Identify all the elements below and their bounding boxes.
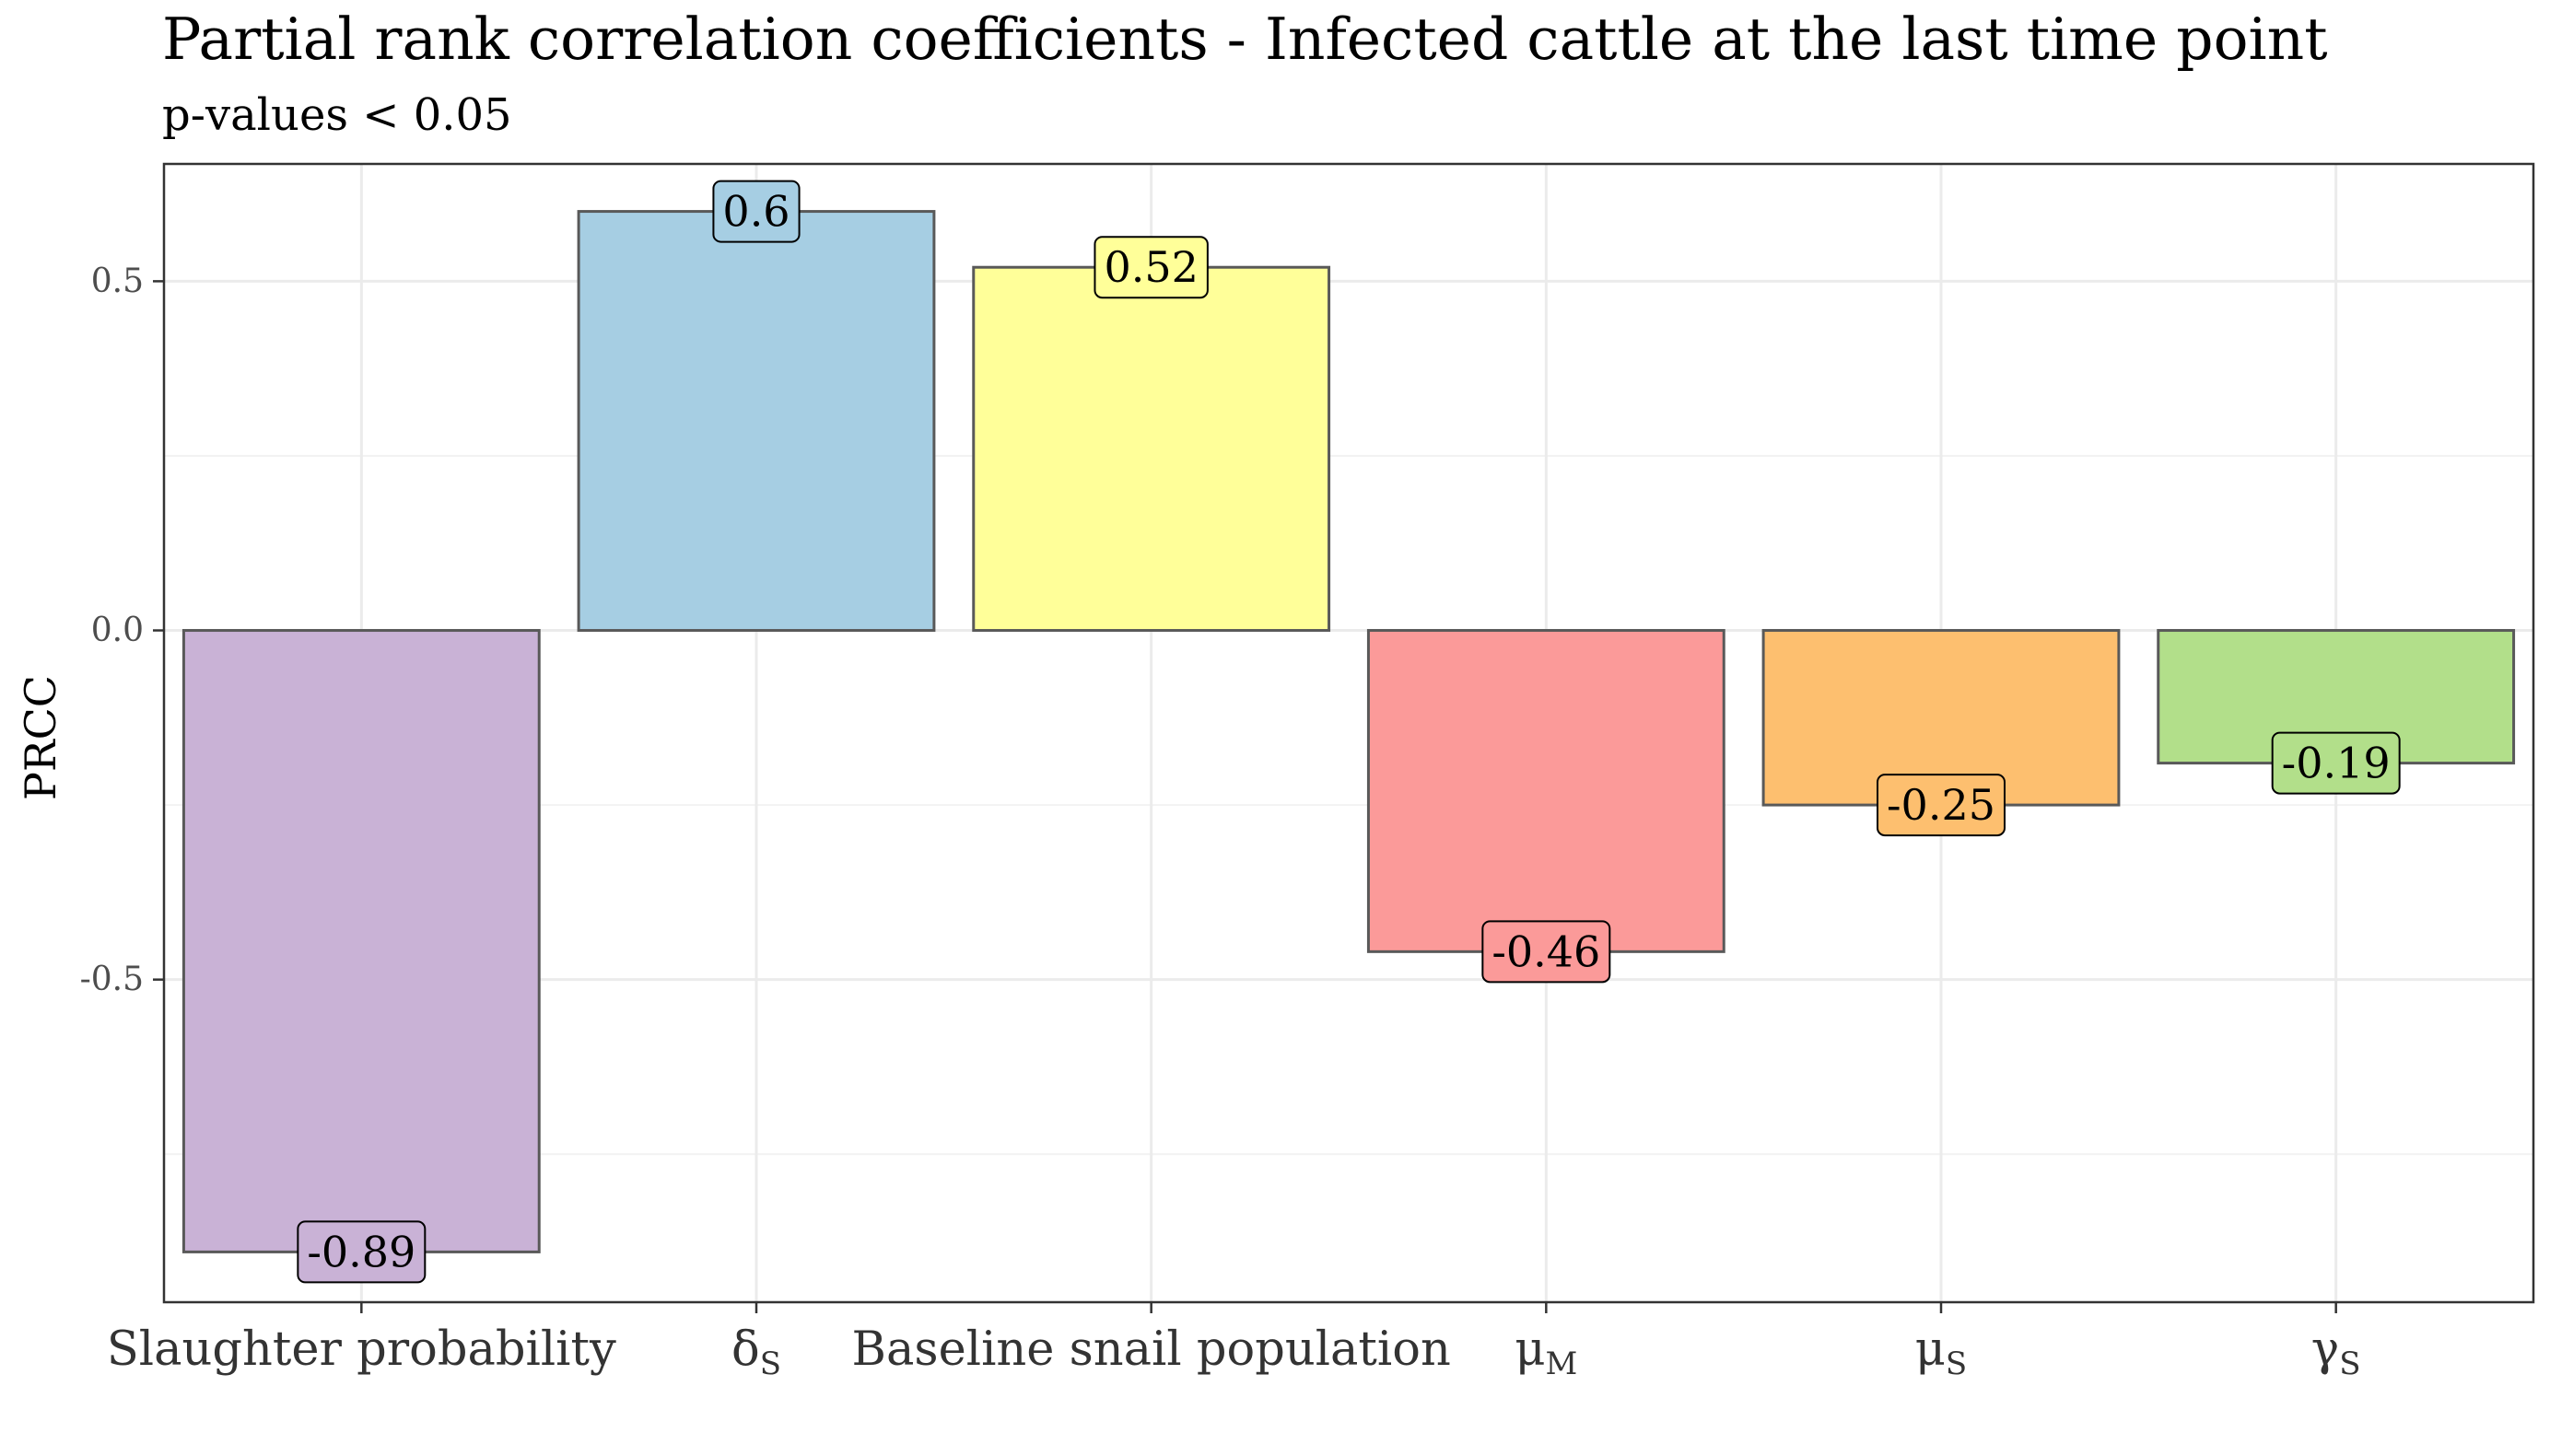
y-tick-label: 0.5 <box>91 262 144 300</box>
data-label-text: 0.6 <box>722 187 790 237</box>
bar-2 <box>972 265 1331 633</box>
chart-title: Partial rank correlation coefficients - … <box>162 6 2328 73</box>
x-tick-label: γS <box>2311 1322 2361 1382</box>
x-tick-label: Slaughter probability <box>107 1322 616 1377</box>
data-label-text: -0.46 <box>1491 926 1600 976</box>
data-label-text: -0.25 <box>1887 780 1995 830</box>
data-label-5: -0.19 <box>2271 731 2401 795</box>
x-tick-label: μS <box>1915 1322 1967 1382</box>
y-tick-label: 0.0 <box>91 612 144 649</box>
chart-subtitle: p-values < 0.05 <box>162 89 512 141</box>
y-axis: -0.5 0.0 0.5 <box>80 262 164 998</box>
x-tick-label: Baseline snail population <box>852 1322 1451 1377</box>
x-tick-label: μM <box>1515 1322 1577 1382</box>
x-axis: Slaughter probability δS Baseline snail po… <box>107 1302 2361 1382</box>
data-label-text: -0.19 <box>2282 739 2391 788</box>
y-axis-label: PRCC <box>16 675 65 800</box>
x-tick-label: δS <box>731 1322 781 1382</box>
data-label-0: -0.89 <box>297 1220 427 1284</box>
bar-0 <box>181 629 541 1253</box>
data-label-box <box>712 180 801 243</box>
data-label-text: -0.89 <box>307 1227 415 1276</box>
data-label-3: -0.46 <box>1481 920 1611 984</box>
bar-1 <box>577 210 936 633</box>
data-labels: -0.89 0.6 0.52 -0.46 -0.25 -0.19 <box>297 180 2401 1284</box>
y-tick-label: -0.5 <box>80 961 144 998</box>
data-label-2: 0.52 <box>1094 236 1209 299</box>
data-label-4: -0.25 <box>1877 774 2006 837</box>
bars <box>181 210 2516 1253</box>
data-label-box <box>1877 774 2006 837</box>
bar-3 <box>1366 629 1725 953</box>
data-label-box <box>297 1220 427 1284</box>
data-label-1: 0.6 <box>712 180 801 243</box>
plot-panel-border <box>162 162 2535 1304</box>
data-label-text: 0.52 <box>1104 242 1198 292</box>
data-label-box <box>1094 236 1209 299</box>
data-label-box <box>1481 920 1611 984</box>
data-label-box <box>2271 731 2401 795</box>
grid-lines <box>164 164 2533 1302</box>
